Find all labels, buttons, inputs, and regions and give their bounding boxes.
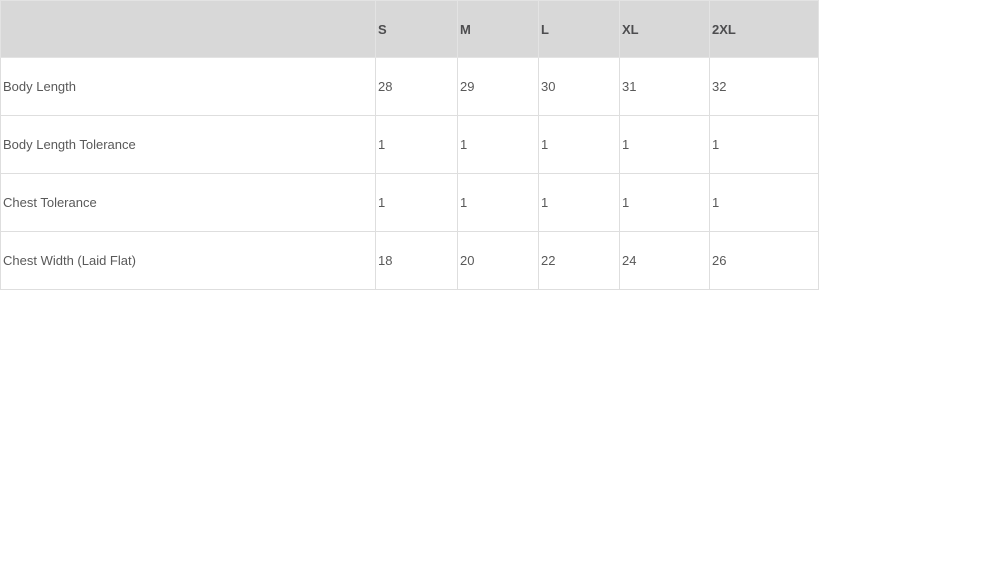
header-cell-size-s: S: [375, 0, 458, 58]
value-cell: 1: [375, 115, 458, 174]
row-label-cell: Chest Tolerance: [0, 173, 376, 232]
value-cell: 30: [538, 57, 620, 116]
value-cell: 28: [375, 57, 458, 116]
value-cell: 1: [709, 115, 819, 174]
header-cell-size-m: M: [457, 0, 539, 58]
value-cell: 26: [709, 231, 819, 290]
table-row: Body Length 28 29 30 31 32: [0, 57, 819, 116]
value-cell: 1: [538, 173, 620, 232]
value-cell: 20: [457, 231, 539, 290]
header-cell-label: [0, 0, 376, 58]
row-label-cell: Body Length: [0, 57, 376, 116]
value-cell: 1: [457, 115, 539, 174]
value-cell: 18: [375, 231, 458, 290]
value-cell: 29: [457, 57, 539, 116]
value-cell: 1: [375, 173, 458, 232]
value-cell: 22: [538, 231, 620, 290]
table-row: Chest Width (Laid Flat) 18 20 22 24 26: [0, 231, 819, 290]
header-cell-size-l: L: [538, 0, 620, 58]
header-cell-size-2xl: 2XL: [709, 0, 819, 58]
value-cell: 1: [709, 173, 819, 232]
value-cell: 24: [619, 231, 710, 290]
row-label-cell: Chest Width (Laid Flat): [0, 231, 376, 290]
size-chart-body: Body Length 28 29 30 31 32 Body Length Toleran…: [0, 57, 819, 290]
value-cell: 1: [619, 173, 710, 232]
header-row: S M L XL 2XL: [0, 0, 819, 58]
table-row: Chest Tolerance 1 1 1 1 1: [0, 173, 819, 232]
value-cell: 32: [709, 57, 819, 116]
row-label-cell: Body Length Tolerance: [0, 115, 376, 174]
size-chart-table: S M L XL 2XL Body Length 28 29 30 31 32 Body Lengt…: [0, 0, 819, 290]
value-cell: 31: [619, 57, 710, 116]
table-row: Body Length Tolerance 1 1 1 1 1: [0, 115, 819, 174]
value-cell: 1: [457, 173, 539, 232]
size-chart-header: S M L XL 2XL: [0, 0, 819, 58]
value-cell: 1: [619, 115, 710, 174]
value-cell: 1: [538, 115, 620, 174]
header-cell-size-xl: XL: [619, 0, 710, 58]
